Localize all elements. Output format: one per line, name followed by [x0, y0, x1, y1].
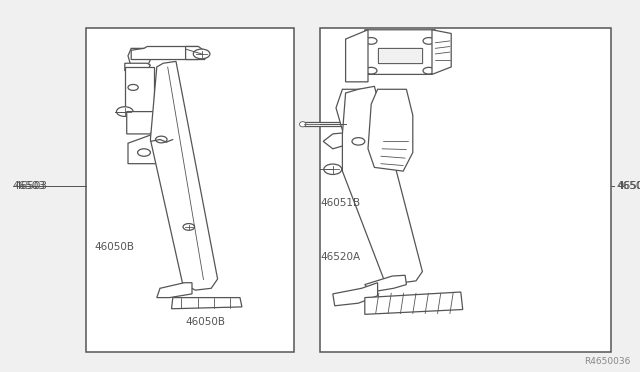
Circle shape — [183, 224, 195, 230]
Text: 46051B: 46051B — [320, 198, 360, 208]
Polygon shape — [365, 30, 435, 74]
Circle shape — [365, 67, 377, 74]
Circle shape — [193, 49, 210, 59]
Text: 46503: 46503 — [15, 181, 48, 191]
Circle shape — [423, 67, 435, 74]
Polygon shape — [172, 298, 242, 309]
Circle shape — [350, 108, 363, 115]
Polygon shape — [342, 86, 422, 283]
Bar — [378, 48, 422, 63]
Text: 46050B: 46050B — [95, 243, 135, 252]
Polygon shape — [125, 63, 150, 71]
Polygon shape — [323, 132, 358, 149]
Bar — [86, 28, 294, 352]
Polygon shape — [365, 275, 406, 292]
Polygon shape — [128, 48, 150, 67]
Polygon shape — [378, 48, 422, 63]
Polygon shape — [127, 112, 154, 134]
Polygon shape — [157, 283, 192, 298]
Circle shape — [423, 38, 435, 44]
Polygon shape — [336, 89, 378, 130]
Text: 46501: 46501 — [618, 181, 640, 191]
Text: 46503: 46503 — [13, 181, 46, 191]
Circle shape — [324, 164, 342, 174]
Polygon shape — [186, 46, 206, 60]
Circle shape — [128, 84, 138, 90]
Polygon shape — [365, 292, 463, 314]
Bar — [320, 28, 611, 352]
Polygon shape — [304, 122, 346, 126]
Ellipse shape — [342, 122, 349, 126]
Polygon shape — [128, 134, 182, 164]
Circle shape — [138, 149, 150, 156]
Polygon shape — [368, 89, 413, 171]
Polygon shape — [150, 61, 218, 290]
Polygon shape — [131, 46, 198, 60]
Circle shape — [156, 136, 167, 143]
Polygon shape — [333, 283, 378, 306]
Polygon shape — [125, 67, 154, 112]
Ellipse shape — [300, 122, 306, 127]
Text: 46050B: 46050B — [186, 317, 226, 327]
Circle shape — [116, 107, 133, 116]
Text: 46520A: 46520A — [320, 252, 360, 262]
Circle shape — [352, 138, 365, 145]
Circle shape — [365, 38, 377, 44]
Text: 46501: 46501 — [616, 181, 640, 191]
Polygon shape — [432, 30, 451, 74]
Text: R4650036: R4650036 — [584, 357, 630, 366]
Polygon shape — [346, 30, 368, 82]
